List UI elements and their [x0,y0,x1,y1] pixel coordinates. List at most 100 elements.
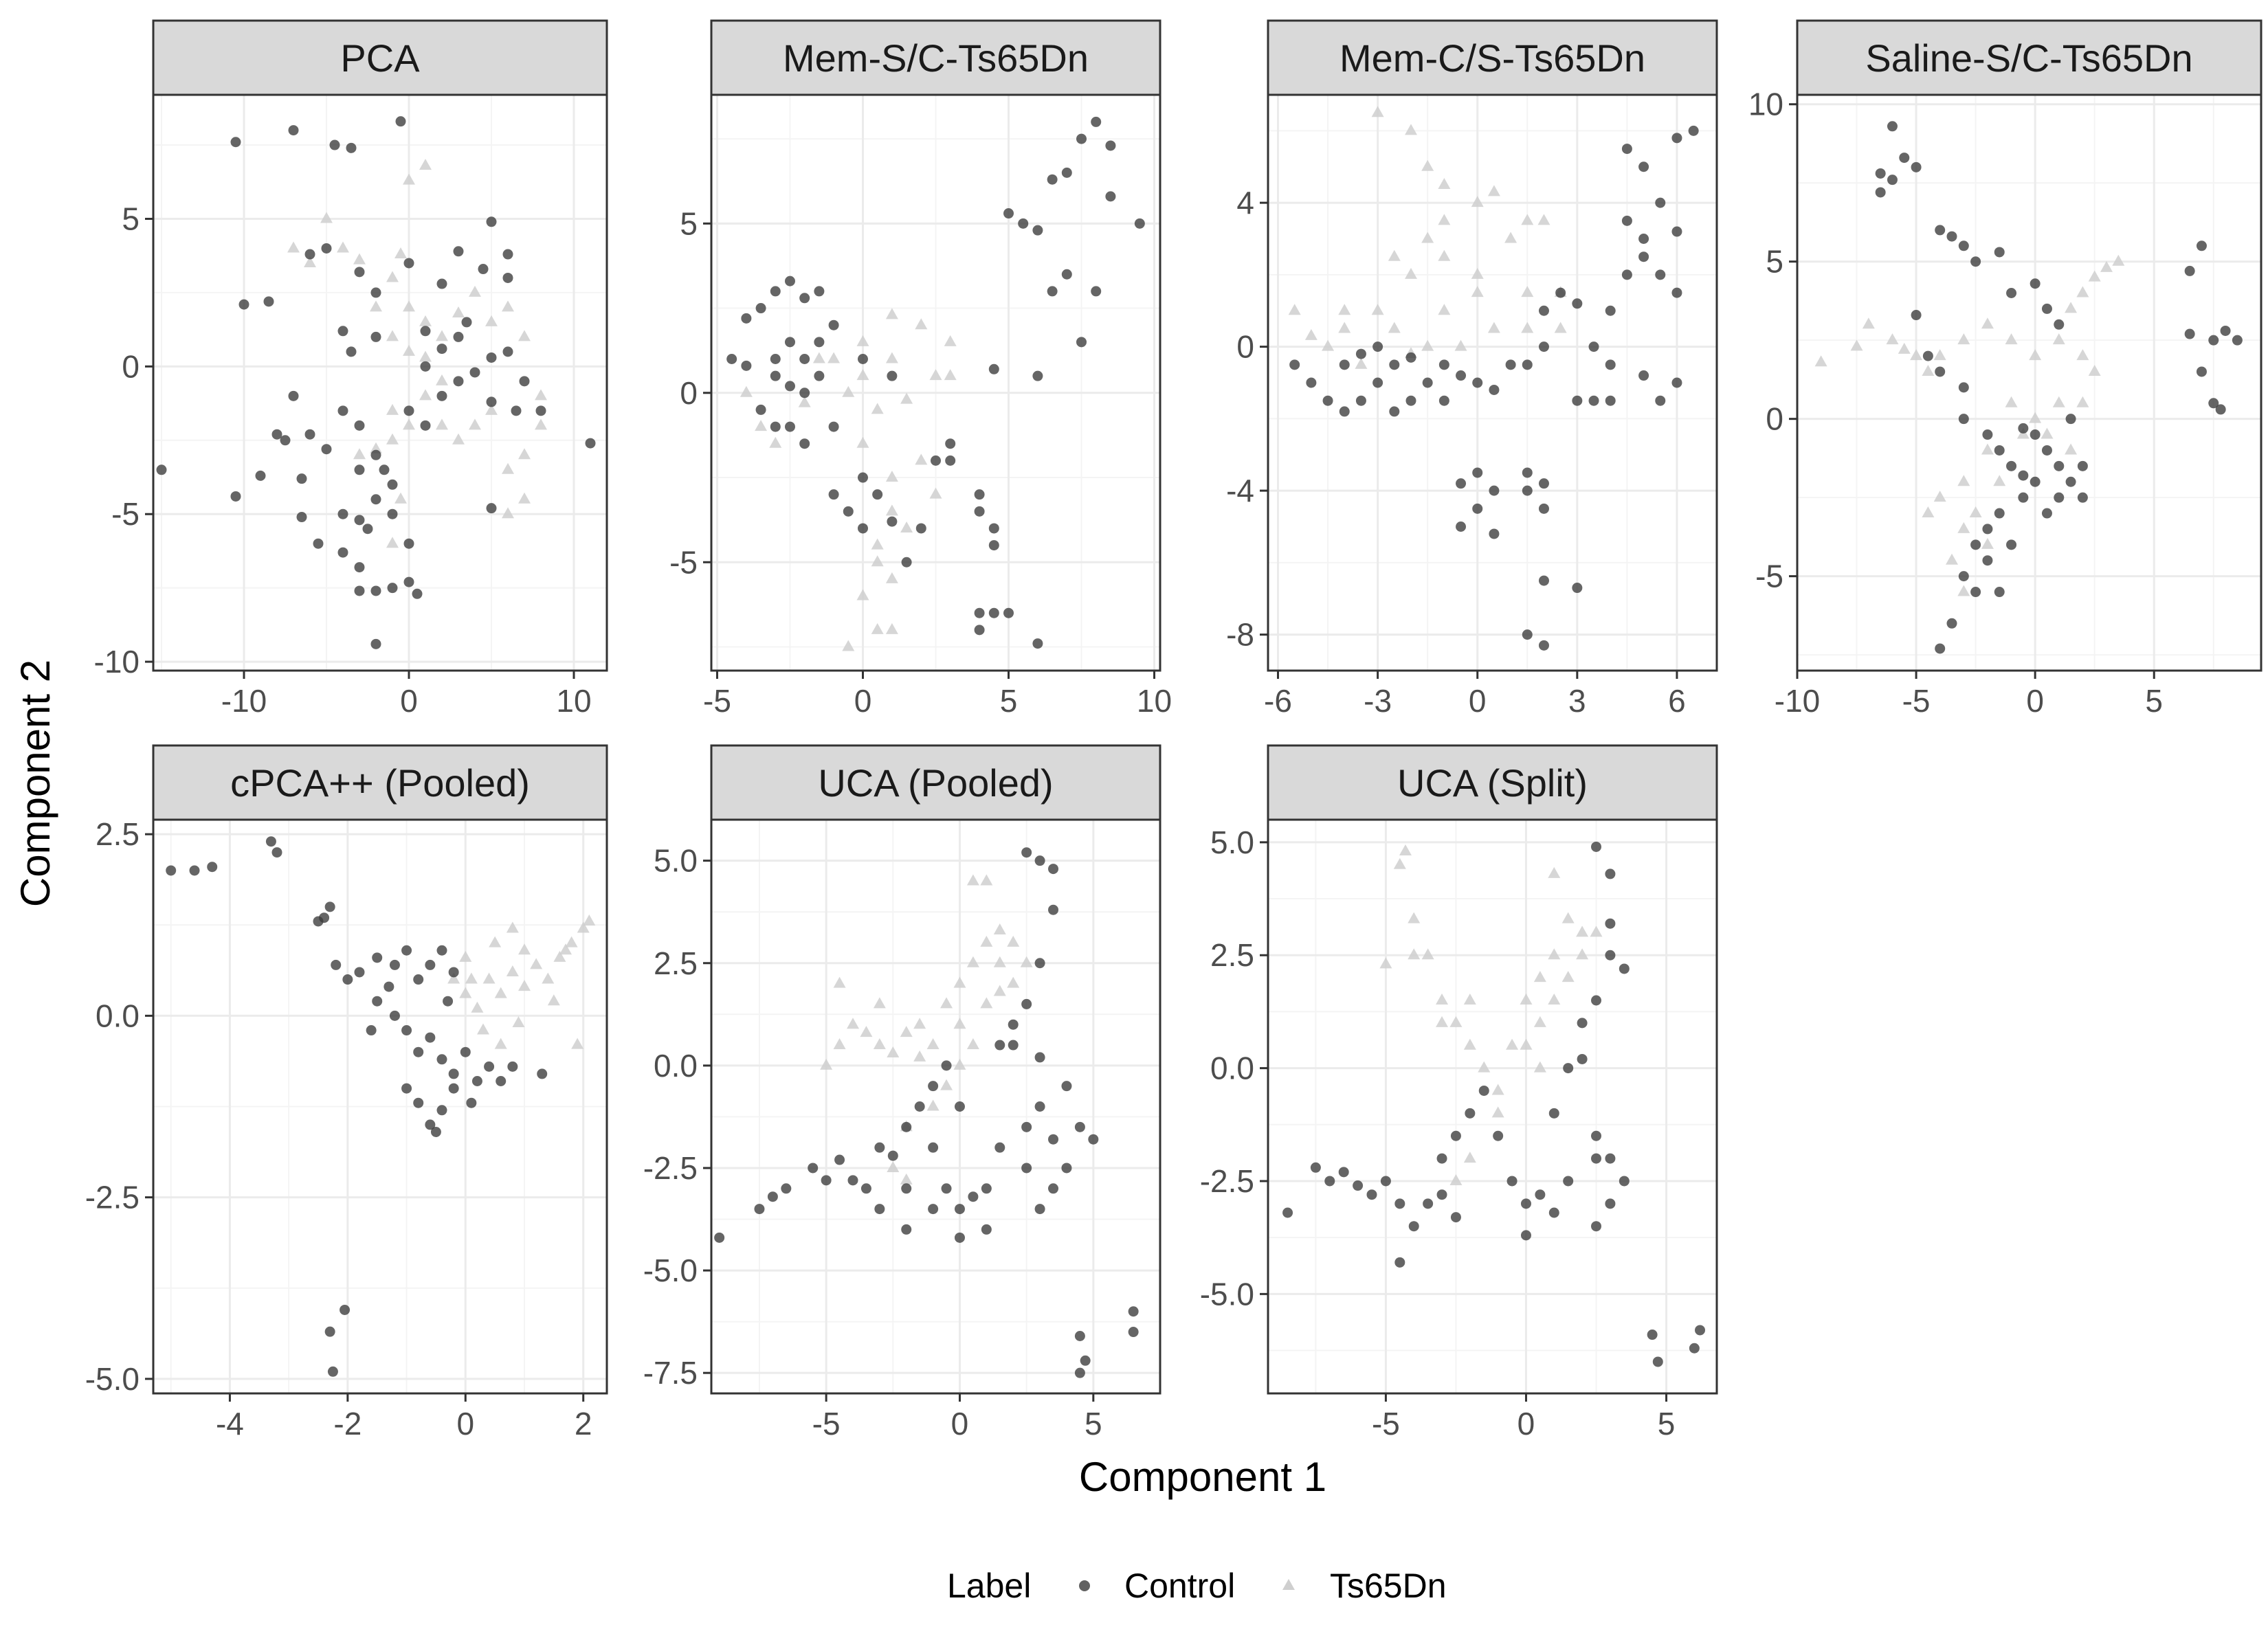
data-point-control [1538,341,1549,352]
data-point-control [1034,958,1045,969]
y-tick-label: 0.0 [96,998,140,1033]
data-point-ts65dn [953,1058,966,1070]
data-point-control [1339,359,1350,370]
data-point-control [1671,133,1682,144]
data-point-ts65dn [913,1050,926,1062]
data-point-control [537,1068,548,1079]
data-point-control [453,376,464,387]
data-point-ts65dn [1288,304,1301,315]
data-point-ts65dn [1338,304,1351,315]
data-point-control [1478,1085,1489,1096]
data-point-control [1935,643,1946,654]
data-point-ts65dn [1408,948,1421,960]
data-point-ts65dn [2041,427,2054,439]
data-point-ts65dn [1521,214,1534,225]
data-point-ts65dn [1007,935,1020,947]
data-point-control [337,508,348,519]
data-point-control [265,836,276,847]
data-point-ts65dn [980,997,993,1009]
data-point-control [1472,377,1483,388]
data-point-ts65dn [386,330,399,341]
data-point-control [288,125,299,136]
data-point-control [874,1142,885,1153]
data-point-control [1003,208,1014,219]
data-point-control [1105,191,1116,202]
data-point-control [1535,1189,1546,1200]
data-point-ts65dn [1520,1038,1533,1050]
data-point-control [2054,492,2065,503]
data-point-control [1074,1121,1085,1132]
data-point-control [436,1105,447,1116]
data-point-control [296,512,307,523]
data-point-ts65dn [1537,214,1550,225]
data-point-ts65dn [482,972,496,984]
data-point-control [1638,161,1649,172]
data-point-control [1018,218,1029,229]
data-point-control [770,421,781,432]
y-tick-label: -5 [111,496,140,532]
data-point-control [484,1061,495,1072]
data-point-ts65dn [769,436,782,448]
panel-border [1796,93,2263,672]
data-point-control [460,1046,471,1057]
data-point-control [1671,226,1682,237]
data-point-ts65dn [571,1037,584,1049]
data-point-ts65dn [1850,339,1863,351]
data-point-control [928,1204,939,1215]
data-point-control [1422,377,1433,388]
data-point-control [770,353,781,364]
x-tick-label: 5 [1658,1406,1676,1442]
data-point-ts65dn [386,433,399,445]
data-point-control [1091,116,1102,127]
data-point-ts65dn [1933,349,1946,361]
x-tick-label: -2 [333,1406,362,1442]
panel-title: Saline-S/C-Ts65Dn [1865,36,2192,80]
data-point-ts65dn [1471,267,1484,279]
y-tick-label: -5.0 [643,1253,698,1288]
panel-3: Saline-S/C-Ts65Dn -10 -5 0 5 -5 0 5 10 [1748,19,2263,719]
data-point-control [1588,395,1599,406]
data-point-ts65dn [1399,844,1412,856]
data-point-ts65dn [353,448,366,460]
data-point-control [954,1204,965,1215]
data-point-control [1306,377,1317,388]
data-point-control [389,959,400,970]
data-point-control [857,353,868,364]
data-point-control [413,1046,424,1057]
data-point-control [1970,256,1981,267]
data-point-ts65dn [926,1038,940,1050]
data-point-control [1134,218,1145,229]
legend-label-ts65dn: Ts65Dn [1330,1567,1447,1605]
panel-strip [710,19,1161,96]
data-point-ts65dn [1322,339,1335,351]
y-tick-label: 4 [1236,185,1254,221]
data-point-ts65dn [1304,328,1318,340]
data-point-ts65dn [873,997,886,1009]
data-point-ts65dn [1933,491,1946,502]
data-point-ts65dn [436,374,448,385]
data-point-ts65dn [812,352,825,363]
data-point-control [988,523,999,534]
data-point-ts65dn [944,369,957,381]
data-point-control [1048,904,1059,915]
x-tick-label: 6 [1668,683,1686,719]
data-point-control [436,945,447,956]
data-point-control [448,1068,459,1079]
data-point-ts65dn [1487,185,1500,197]
data-point-control [941,1060,952,1071]
data-point-control [1128,1327,1139,1338]
data-point-control [502,272,513,283]
data-point-control [1935,225,1946,236]
data-point-control [901,1183,912,1194]
data-point-ts65dn [871,622,884,634]
panel-title: cPCA++ (Pooled) [230,761,530,805]
panel-border [1267,93,1718,672]
data-point-control [1372,377,1383,388]
data-point-control [372,952,383,963]
data-point-control [342,974,353,985]
data-point-control [354,267,365,278]
data-point-control [1489,485,1500,496]
data-point-control [466,1097,477,1108]
panel-strip [152,744,608,821]
data-point-control [1887,121,1898,132]
